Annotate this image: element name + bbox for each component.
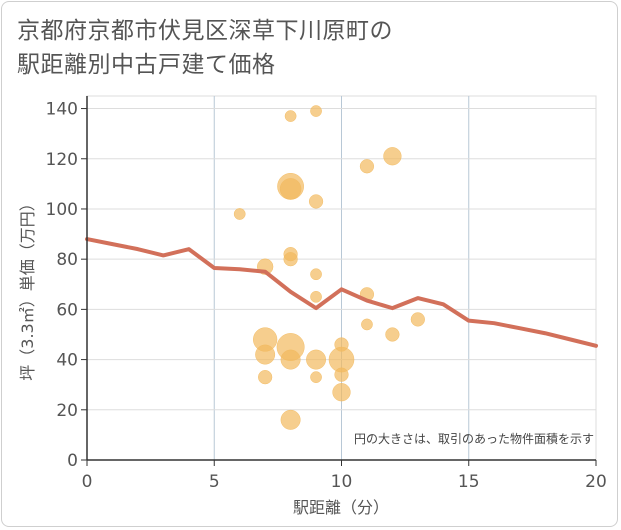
y-tick-label: 20 <box>56 401 78 421</box>
data-bubble <box>258 370 273 385</box>
data-bubble <box>361 318 373 331</box>
y-axis-title: 坪（3.3㎡）単価（万円） <box>18 195 37 380</box>
data-bubble <box>280 349 301 370</box>
x-tick-label: 5 <box>209 472 220 492</box>
data-bubble <box>284 110 297 122</box>
y-tick-label: 40 <box>56 351 78 371</box>
x-axis-title: 駅距離（分） <box>293 498 389 517</box>
y-tick-label: 100 <box>46 200 78 220</box>
data-bubble <box>410 312 425 327</box>
y-tick-label: 120 <box>46 150 78 170</box>
data-bubble <box>332 383 351 402</box>
x-tick-label: 10 <box>331 472 353 492</box>
y-tick-label: 80 <box>56 250 78 270</box>
x-tick-label: 0 <box>82 472 93 492</box>
data-bubble <box>306 349 326 370</box>
y-tick-label: 0 <box>67 451 78 471</box>
x-tick-label: 15 <box>458 472 480 492</box>
average-line-layer <box>85 237 598 348</box>
data-bubble <box>255 344 276 365</box>
data-bubble <box>385 327 400 342</box>
chart-title: 京都府京都市伏見区深草下川原町の 駅距離別中古戸建て価格 <box>17 18 393 78</box>
data-bubble <box>359 159 375 174</box>
data-bubble <box>334 367 349 382</box>
data-bubble <box>279 178 302 200</box>
average-price-line <box>85 237 598 348</box>
data-bubble <box>310 268 322 281</box>
grid <box>86 95 597 461</box>
data-bubble <box>310 371 322 384</box>
bubbles <box>233 105 425 430</box>
data-bubble <box>280 409 301 430</box>
y-tick-label: 60 <box>56 300 78 320</box>
data-bubble <box>383 147 402 166</box>
size-note: 円の大きさは、取引のあった物件面積を示す <box>354 431 594 446</box>
x-tick-label: 20 <box>585 472 607 492</box>
data-bubble <box>283 252 298 267</box>
data-bubble <box>310 290 322 303</box>
data-bubble <box>233 208 246 220</box>
axes: 0 20 40 60 80 100 120 140 0 5 10 15 20 <box>46 96 607 492</box>
y-tick-label: 140 <box>46 100 78 120</box>
data-bubble <box>310 105 322 117</box>
data-bubble <box>308 194 324 209</box>
